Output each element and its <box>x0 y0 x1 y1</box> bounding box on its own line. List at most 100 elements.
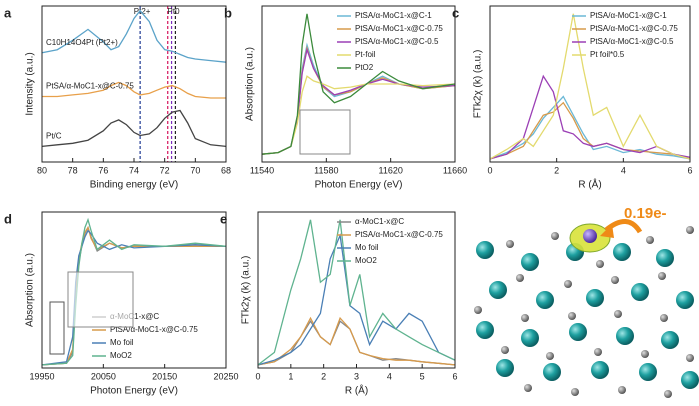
data-line <box>41 9 227 63</box>
carbon-atom <box>546 352 554 360</box>
panel-label: d <box>4 211 12 226</box>
x-tick-label: 11540 <box>250 165 274 175</box>
legend-label: Mo foil <box>355 243 379 252</box>
x-tick-label: 0 <box>255 371 260 381</box>
carbon-atom <box>594 348 602 356</box>
x-tick-label: 5 <box>420 371 425 381</box>
y-axis-label: FTk2χ (k) (a.u.) <box>473 50 484 119</box>
mo-atom <box>591 361 609 379</box>
carbon-atom <box>551 232 559 240</box>
x-tick-label: 6 <box>452 371 457 381</box>
mo-atom <box>569 323 587 341</box>
mo-atom <box>476 321 494 339</box>
mo-atom <box>476 241 494 259</box>
y-axis-label: Intensity (a.u.) <box>25 52 36 115</box>
x-tick-label: 78 <box>68 165 78 175</box>
data-line <box>489 101 691 160</box>
x-tick-label: 72 <box>160 165 170 175</box>
x-tick-label: 11660 <box>443 165 467 175</box>
plot-frame <box>489 5 691 163</box>
x-tick-label: 3 <box>354 371 359 381</box>
legend-label: PtO2 <box>355 63 374 72</box>
carbon-atom <box>611 276 619 284</box>
x-tick-label: 70 <box>190 165 200 175</box>
data-line <box>489 74 691 160</box>
annotation: Pt2+ <box>134 7 151 16</box>
mo-atom <box>676 291 694 309</box>
x-tick-label: 20250 <box>213 371 238 381</box>
carbon-atom <box>618 386 626 394</box>
mo-atom <box>543 363 561 381</box>
legend-label: Pt-foil <box>355 50 376 59</box>
mo-atom <box>616 327 634 345</box>
x-tick-label: 20050 <box>91 371 116 381</box>
data-line <box>257 316 456 366</box>
y-axis-label: Absorption (a.u.) <box>245 47 256 121</box>
x-tick-label: 1 <box>288 371 293 381</box>
charge-arrow-head <box>600 224 614 238</box>
mo-atom <box>681 371 699 389</box>
mo-atom <box>521 329 539 347</box>
carbon-atom <box>571 388 579 396</box>
legend-label: α-MoC1-x@C <box>110 312 159 321</box>
plot-frame <box>261 5 456 163</box>
legend-label: MoO2 <box>110 351 132 360</box>
carbon-atom <box>474 306 482 314</box>
legend-label: PtSA/α-MoC1-x@C-0.75 <box>355 230 443 239</box>
carbon-atom <box>521 314 529 322</box>
x-tick-label: 4 <box>387 371 392 381</box>
carbon-atom <box>658 272 666 280</box>
charge-annotation: 0.19e- <box>624 205 667 222</box>
x-tick-label: 80 <box>37 165 47 175</box>
x-tick-label: 68 <box>221 165 231 175</box>
series-label: C10H14O4Pt (Pt2+) <box>46 38 118 47</box>
structure-model <box>470 206 699 406</box>
data-line <box>41 109 227 148</box>
legend-label: PtSA/α-MoC1-x@C-0.75 <box>355 24 443 33</box>
inset <box>67 271 134 328</box>
carbon-atom <box>664 390 672 398</box>
y-axis-label: Absorption (a.u.) <box>25 253 36 327</box>
mo-atom <box>536 291 554 309</box>
x-axis-label: R (Å) <box>578 178 601 191</box>
zoom-box <box>49 301 65 355</box>
mo-atom <box>521 253 539 271</box>
x-tick-label: 74 <box>129 165 139 175</box>
data-line <box>261 13 456 155</box>
mo-atom <box>586 289 604 307</box>
carbon-atom <box>506 240 514 248</box>
x-tick-label: 6 <box>687 165 692 175</box>
panel-label: e <box>220 211 227 226</box>
plot-frame <box>257 211 456 369</box>
legend-label: PtSA/α-MoC1-x@C-0.75 <box>590 24 678 33</box>
x-tick-label: 2 <box>554 165 559 175</box>
x-tick-label: 20150 <box>152 371 177 381</box>
annotation: Pt0 <box>168 7 181 16</box>
panel-label: c <box>452 5 459 20</box>
carbon-atom <box>641 350 649 358</box>
carbon-atom <box>524 384 532 392</box>
x-tick-label: 76 <box>98 165 108 175</box>
data-line <box>257 219 456 366</box>
carbon-atom <box>501 346 509 354</box>
mo-atom <box>661 331 679 349</box>
data-line <box>261 42 456 155</box>
x-tick-label: 19950 <box>29 371 54 381</box>
mo-atom <box>656 249 674 267</box>
data-line <box>489 13 691 160</box>
carbon-atom <box>686 354 694 362</box>
x-axis-label: Photon Energy (eV) <box>315 180 403 191</box>
carbon-atom <box>516 274 524 282</box>
x-axis-label: Photon Energy (eV) <box>90 386 178 397</box>
legend-label: PtSA/α-MoC1-x@C-0.5 <box>355 37 439 46</box>
legend-label: Mo foil <box>110 338 134 347</box>
legend-label: PtSA/α-MoC1-x@C-0.5 <box>590 37 674 46</box>
legend-label: Pt foil*0.5 <box>590 50 625 59</box>
data-line <box>42 81 226 99</box>
carbon-atom <box>646 236 654 244</box>
pt-atom <box>583 229 597 243</box>
y-axis-label: FTk2χ (k) (a.u.) <box>241 256 252 325</box>
mo-atom <box>639 363 657 381</box>
